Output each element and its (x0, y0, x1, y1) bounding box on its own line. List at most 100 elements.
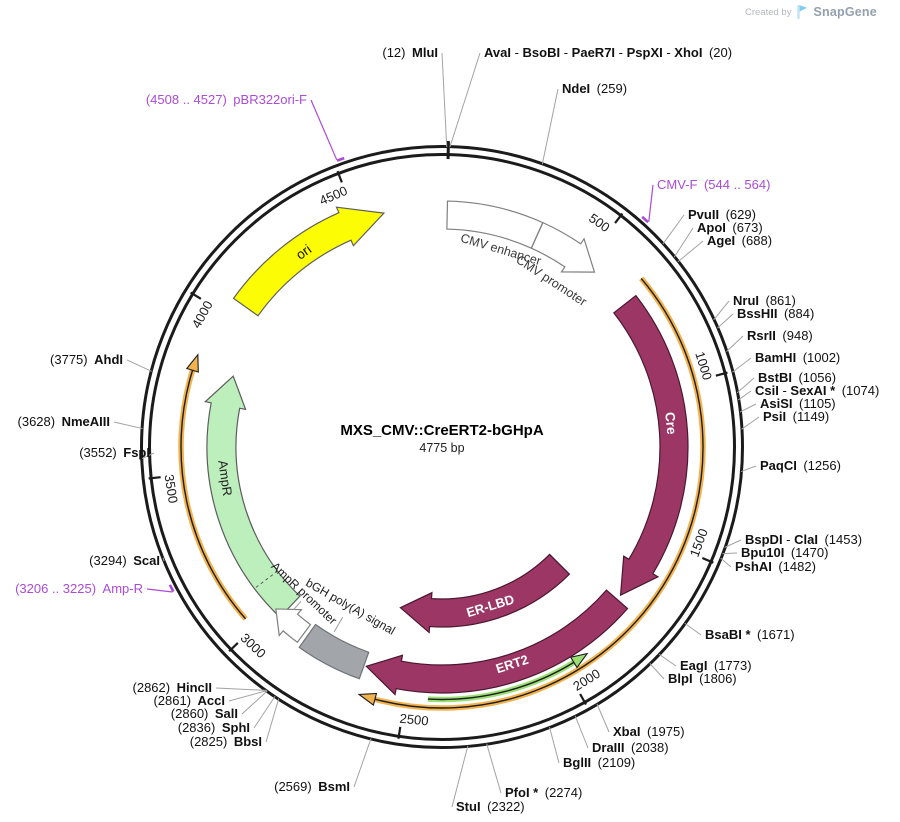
enzyme-site-pfoi[interactable]: PfoI * (2274) (505, 785, 582, 800)
enzyme-site-sali[interactable]: (2860) SalI (171, 706, 238, 721)
enzyme-site-psii[interactable]: PsiI (1149) (763, 409, 829, 424)
enzyme-site-agei[interactable]: AgeI (688) (707, 233, 772, 248)
feature-label-ampr[interactable]: AmpR (215, 459, 235, 497)
enzyme-site-bspdi[interactable]: BspDI - ClaI (1453) (745, 532, 862, 547)
site-leader-bsabi (684, 622, 702, 636)
scale-tick-1500 (701, 556, 714, 564)
enzyme-site-paqci[interactable]: PaqCI (1256) (760, 458, 841, 473)
site-leader-eagi (658, 653, 677, 667)
enzyme-site-pvuii[interactable]: PvuII (629) (688, 207, 756, 222)
watermark-brand-text: SnapGene (813, 5, 877, 19)
watermark-created-by-text: Created by (745, 6, 792, 18)
primer-pbr322ori-f[interactable] (336, 156, 345, 162)
orf-arrowhead-1 (185, 353, 199, 373)
primer-cmv-f[interactable] (641, 215, 650, 224)
orf-arrow-centerline-0 (374, 277, 704, 709)
enzyme-site-bsmi[interactable]: (2569) BsmI (274, 779, 350, 794)
site-leader-nmeaiii (113, 421, 143, 430)
scale-tick-2500 (397, 726, 402, 739)
enzyme-site-draiii[interactable]: DraIII (2038) (592, 740, 669, 755)
feature-ampr-promoter[interactable] (275, 608, 312, 644)
enzyme-site-ahdi[interactable]: (3775) AhdI (50, 352, 123, 367)
scale-tick-label-3500: 3500 (162, 473, 181, 504)
enzyme-site-bstbi[interactable]: BstBI (1056) (758, 370, 836, 385)
feature-ampr[interactable] (204, 375, 301, 618)
feature-divider-ampr (254, 570, 278, 589)
site-leader-pshai (720, 557, 732, 568)
primer-label-amp-r[interactable]: (3206 .. 3225) Amp-R (15, 581, 143, 596)
site-leader-stui (451, 745, 469, 808)
feature-cre[interactable] (612, 294, 689, 597)
scale-tick-3500 (148, 476, 161, 480)
enzyme-site-acci[interactable]: (2861) AccI (153, 693, 225, 708)
feature-cmv-promoter[interactable] (530, 221, 596, 273)
site-leader-bbsi (265, 698, 280, 743)
site-leader-apoi (673, 227, 694, 258)
enzyme-site-bsshii[interactable]: BssHII (884) (737, 306, 814, 321)
feature-er-lbd[interactable] (399, 553, 571, 634)
site-leader-bsmi (353, 738, 372, 788)
orf-arrow-centerline-1 (180, 370, 247, 620)
site-leader-xbai (596, 703, 610, 733)
enzyme-site-mlui[interactable]: (12) MluI (382, 45, 438, 60)
scale-tick-4500 (336, 170, 343, 183)
orf-arrowhead-0 (357, 692, 378, 706)
enzyme-site-bamhi[interactable]: BamHI (1002) (755, 350, 840, 365)
feature-ori[interactable] (232, 206, 386, 317)
enzyme-site-asisi[interactable]: AsiSI (1105) (760, 396, 836, 411)
primer-label-pbr322ori-f[interactable]: (4508 .. 4527) pBR322ori-F (146, 92, 307, 107)
feature-ert2[interactable] (365, 589, 629, 696)
site-leader-bstbi (736, 377, 755, 394)
enzyme-site-bbsi[interactable]: (2825) BbsI (190, 734, 262, 749)
site-leader-ahdi (126, 359, 152, 372)
site-leader-sphi (253, 695, 276, 729)
snapgene-watermark: Created by SnapGene (745, 4, 877, 20)
feature-divider-cmv (530, 222, 544, 249)
site-leader-psii (741, 416, 760, 430)
enzyme-site-bpu10i[interactable]: Bpu10I (1470) (741, 545, 828, 560)
site-leader-acci (228, 690, 268, 702)
enzyme-site-sphi[interactable]: (2836) SphI (178, 720, 250, 735)
primer-leader-cmv-f (648, 184, 654, 222)
scale-tick-2000 (579, 693, 587, 706)
enzyme-site-ndei[interactable]: NdeI (259) (562, 81, 627, 96)
site-leader-scai (162, 557, 165, 562)
feature-label-leader-bgh-polya (333, 616, 344, 633)
site-leader-blpi (649, 663, 665, 680)
site-leader-paqci (740, 465, 757, 473)
scale-tick-label-500: 500 (586, 210, 612, 235)
scale-tick-500 (614, 212, 624, 224)
enzyme-site-fspi[interactable]: (3552) FspI (79, 445, 150, 460)
site-leader-csii (737, 390, 752, 401)
enzyme-site-scai[interactable]: (3294) ScaI (89, 553, 160, 568)
feature-label-leader-ampr-promoter (293, 600, 302, 610)
feature-bgh-polya[interactable] (298, 623, 370, 680)
enzyme-site-avai[interactable]: AvaI - BsoBI - PaeR7I - PspXI - XhoI (20… (484, 45, 732, 60)
enzyme-site-eagi[interactable]: EagI (1773) (680, 658, 752, 673)
snapgene-logo-icon (797, 5, 808, 19)
scale-tick-3000 (228, 642, 239, 653)
enzyme-site-bsabi[interactable]: BsaBI * (1671) (705, 627, 795, 642)
feature-label-ori[interactable]: ori (293, 242, 314, 263)
enzyme-site-rsrii[interactable]: RsrII (948) (747, 328, 813, 343)
enzyme-site-blpi[interactable]: BlpI (1806) (668, 671, 737, 686)
primer-amp-r[interactable] (168, 584, 175, 593)
site-leader-bsshii (717, 313, 734, 329)
site-leader-pvuii (662, 214, 685, 245)
enzyme-site-apoi[interactable]: ApoI (673) (697, 220, 763, 235)
enzyme-site-nrui[interactable]: NruI (861) (733, 293, 796, 308)
enzyme-site-xbai[interactable]: XbaI (1975) (613, 724, 685, 739)
enzyme-site-csii[interactable]: CsiI - SexAI * (1074) (755, 383, 879, 398)
enzyme-site-pshai[interactable]: PshAI (1482) (735, 559, 816, 574)
site-leader-nrui (713, 300, 730, 321)
primer-label-cmv-f[interactable]: CMV-F (544 .. 564) (657, 177, 770, 192)
enzyme-site-hincii[interactable]: (2862) HincII (133, 680, 212, 695)
enzyme-site-nmeaiii[interactable]: (3628) NmeAIII (18, 414, 110, 429)
orf-arrowhead-2 (569, 652, 589, 669)
site-leader-bpu10i (722, 552, 738, 555)
enzyme-site-stui[interactable]: StuI (2322) (456, 799, 525, 814)
enzyme-site-bglii[interactable]: BglII (2109) (563, 755, 635, 770)
site-leader-mlui (441, 52, 448, 148)
feature-label-cre[interactable]: Cre (662, 411, 679, 435)
